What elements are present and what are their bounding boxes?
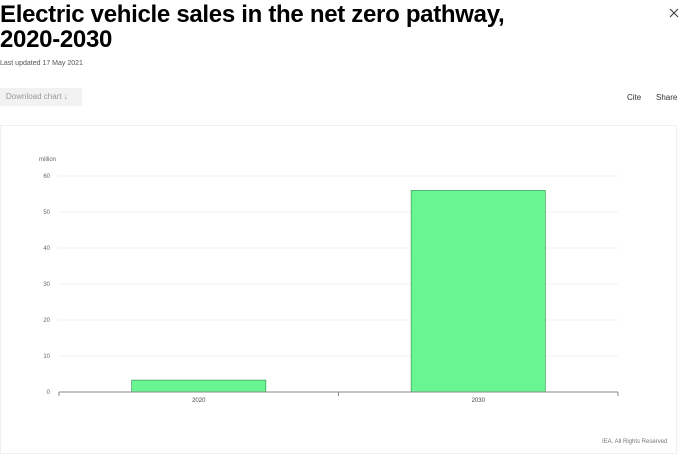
y-tick-label: 40 — [43, 246, 50, 252]
y-tick-label: 30 — [43, 282, 50, 288]
chart-card — [0, 125, 677, 454]
download-chart-button[interactable]: Download chart ↓ — [0, 88, 82, 106]
y-tick-label: 20 — [43, 318, 50, 324]
share-button[interactable]: Share — [656, 93, 678, 102]
y-tick-label: 10 — [43, 354, 50, 360]
last-updated: Last updated 17 May 2021 — [0, 60, 83, 67]
x-tick-label: 2030 — [472, 398, 486, 404]
y-tick-label: 60 — [43, 174, 50, 180]
y-tick-label: 50 — [43, 210, 50, 216]
y-tick-label: 0 — [47, 390, 51, 396]
page-title: Electric vehicle sales in the net zero p… — [0, 1, 505, 53]
x-tick-label: 2020 — [192, 398, 206, 404]
cite-button[interactable]: Cite — [627, 93, 642, 102]
bar-2020[interactable] — [131, 379, 267, 393]
y-axis-label: million — [39, 157, 56, 163]
bar-2030[interactable] — [410, 190, 546, 393]
close-icon[interactable] — [667, 6, 681, 20]
chart-credit: IEA. All Rights Reserved — [602, 439, 668, 445]
